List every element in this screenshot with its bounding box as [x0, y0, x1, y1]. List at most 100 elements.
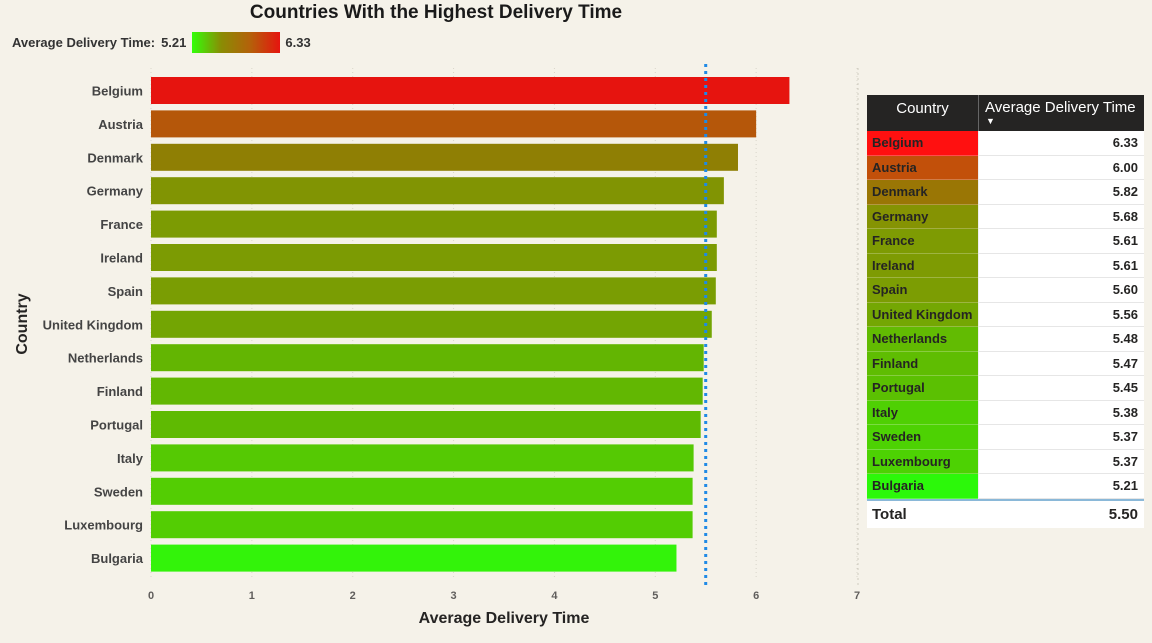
country-cell: Germany: [867, 204, 978, 229]
table-row[interactable]: Ireland 5.61: [867, 253, 1144, 278]
value-cell: 5.38: [978, 400, 1144, 425]
bar[interactable]: [151, 444, 694, 472]
category-label: Luxembourg: [64, 518, 143, 533]
bar[interactable]: [151, 544, 677, 572]
category-label: Italy: [117, 451, 144, 466]
value-cell: 5.61: [978, 253, 1144, 278]
country-cell: Belgium: [867, 131, 978, 156]
category-label: Portugal: [90, 418, 143, 433]
total-value: 5.50: [1108, 505, 1138, 523]
legend-label: Average Delivery Time:: [12, 34, 156, 50]
table-row[interactable]: Italy 5.38: [867, 400, 1144, 425]
value-cell: 5.60: [978, 278, 1144, 303]
country-cell: Portugal: [867, 376, 978, 401]
table-row[interactable]: Netherlands 5.48: [867, 327, 1144, 352]
x-tick-label: 2: [350, 590, 356, 602]
chart-title: Countries With the Highest Delivery Time: [249, 2, 623, 23]
table-header: Country Average Delivery Time ▼: [867, 95, 1144, 131]
x-tick-label: 4: [551, 590, 558, 602]
x-tick-label: 6: [753, 590, 759, 602]
category-label: Sweden: [94, 484, 143, 499]
bar[interactable]: [151, 177, 724, 205]
country-cell: United Kingdom: [867, 302, 978, 327]
value-cell: 5.82: [978, 180, 1144, 205]
y-axis-title: Country: [14, 293, 31, 354]
country-cell: Austria: [867, 155, 978, 180]
x-tick-label: 5: [652, 590, 658, 602]
country-cell: Luxembourg: [867, 449, 978, 474]
bar[interactable]: [151, 411, 701, 438]
table-row[interactable]: Finland 5.47: [867, 351, 1144, 376]
bar[interactable]: [151, 110, 757, 138]
category-label: Ireland: [100, 251, 143, 266]
table-row[interactable]: Sweden 5.37: [867, 425, 1144, 450]
country-cell: Finland: [867, 351, 978, 376]
table-row[interactable]: Belgium 6.33: [867, 131, 1144, 156]
category-label: France: [100, 217, 143, 232]
value-cell: 6.33: [978, 131, 1144, 156]
category-label: Bulgaria: [91, 551, 144, 566]
table-row[interactable]: France 5.61: [867, 229, 1144, 254]
category-label: Belgium: [92, 84, 143, 99]
x-tick-label: 1: [249, 590, 255, 602]
table-row[interactable]: Denmark 5.82: [867, 180, 1144, 205]
bar[interactable]: [151, 244, 717, 271]
value-cell: 5.37: [978, 425, 1144, 450]
country-cell: Netherlands: [867, 327, 978, 352]
country-cell: Sweden: [867, 425, 978, 450]
bar[interactable]: [151, 377, 703, 405]
table-row[interactable]: Austria 6.00: [867, 155, 1144, 180]
country-cell: Spain: [867, 278, 978, 303]
country-cell: France: [867, 229, 978, 254]
x-axis-title: Average Delivery Time: [419, 610, 590, 627]
category-label: Denmark: [87, 150, 143, 165]
table-row[interactable]: Germany 5.68: [867, 204, 1144, 229]
value-cell: 5.61: [978, 229, 1144, 254]
value-cell: 5.47: [978, 351, 1144, 376]
x-tick-label: 3: [451, 590, 457, 602]
table-row[interactable]: Luxembourg 5.37: [867, 449, 1144, 474]
legend-min-label: 5.21: [161, 34, 187, 50]
category-label: Netherlands: [68, 351, 143, 366]
table-row[interactable]: Spain 5.60: [867, 278, 1144, 303]
bar[interactable]: [151, 77, 790, 104]
bar[interactable]: [151, 344, 704, 372]
x-tick-label: 0: [148, 590, 154, 602]
table-row[interactable]: United Kingdom 5.56: [867, 302, 1144, 327]
category-label: Finland: [97, 384, 143, 399]
table-body: Belgium 6.33 Austria 6.00 Denmark 5.82 Germany…: [867, 131, 1144, 499]
bar[interactable]: [151, 210, 717, 238]
value-cell: 5.48: [978, 327, 1144, 352]
legend-gradient: [192, 31, 281, 53]
value-cell: 5.56: [978, 302, 1144, 327]
bar[interactable]: [151, 310, 712, 338]
country-cell: Denmark: [867, 180, 978, 205]
value-cell: 5.68: [978, 204, 1144, 229]
country-cell: Ireland: [867, 253, 978, 278]
value-cell: 5.45: [978, 376, 1144, 401]
category-label: United Kingdom: [43, 317, 143, 332]
value-cell: 5.21: [978, 474, 1144, 499]
bar[interactable]: [151, 143, 738, 171]
bar[interactable]: [151, 277, 716, 305]
value-cell: 6.00: [978, 155, 1144, 180]
table-row[interactable]: Portugal 5.45: [867, 376, 1144, 401]
sort-descending-icon[interactable]: ▼: [986, 116, 995, 126]
bar[interactable]: [151, 511, 693, 539]
header-value-label: Average Delivery Time: [985, 99, 1136, 116]
category-label: Spain: [108, 284, 143, 299]
total-label: Total: [872, 505, 907, 523]
header-average-delivery-time[interactable]: Average Delivery Time ▼: [979, 95, 1144, 131]
legend-max-label: 6.33: [285, 34, 311, 50]
table-row[interactable]: Bulgaria 5.21: [867, 474, 1144, 499]
value-cell: 5.37: [978, 449, 1144, 474]
country-cell: Italy: [867, 400, 978, 425]
bar-chart: Belgium Austria Denmark Germany France Irelan…: [14, 64, 860, 627]
country-cell: Bulgaria: [867, 474, 978, 499]
color-legend: Average Delivery Time: 5.21 6.33: [12, 31, 311, 53]
bar[interactable]: [151, 477, 693, 505]
header-country[interactable]: Country: [867, 95, 979, 131]
x-tick-label: 7: [854, 590, 860, 602]
category-label: Austria: [98, 117, 144, 132]
table-total-row: Total 5.50: [867, 498, 1144, 528]
